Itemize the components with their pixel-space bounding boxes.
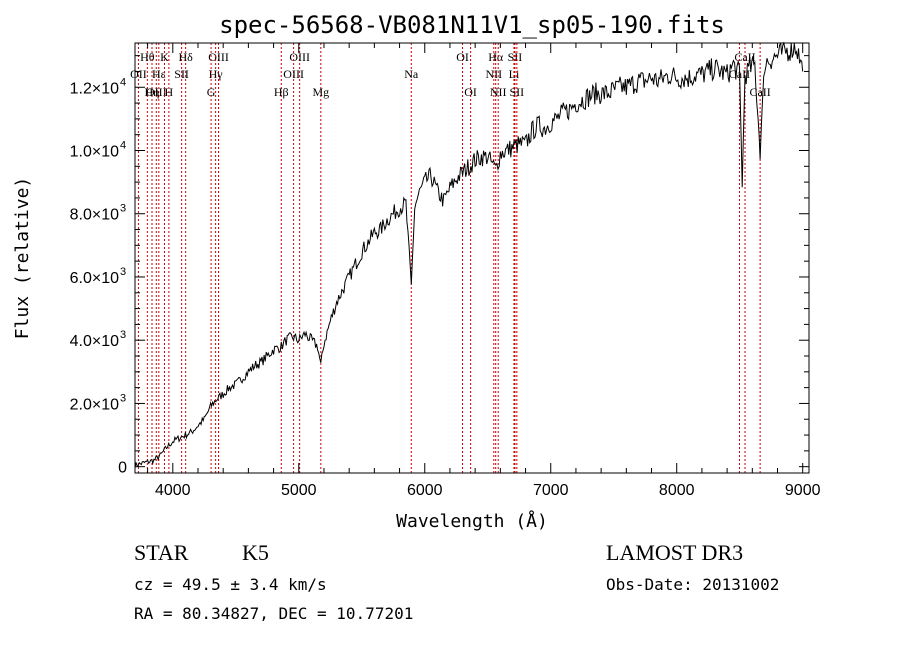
y-tick-exponent: 3 [120,203,126,215]
coordinates-text: RA = 80.34827, DEC = 10.77201 [134,604,413,623]
line-marker-label: Hα [488,50,504,64]
line-marker-label: Hγ [209,67,224,81]
spectrum-layer [134,41,804,469]
y-tick-label-group: 0 [118,460,127,477]
object-type: STAR [134,540,189,565]
line-marker-label: Hδ [178,50,193,64]
line-marker-label: Hε [152,67,166,81]
plot-frame [134,42,810,474]
y-tick-label-group: 4.0×10 3 [70,329,127,350]
y-tick-exponent: 3 [120,392,126,404]
line-marker-label: OIII [283,67,304,81]
line-marker-label: OI [456,50,469,64]
y-axis-label: Flux (relative) [12,177,33,340]
line-marker-label: OI [464,85,477,99]
spectrum-trace [134,41,804,469]
y-tick-label-group: 6.0×10 3 [70,266,127,287]
line-marker-label: Mg [312,85,329,99]
y-tick-label-group: 8.0×10 3 [70,203,127,224]
chart-title: spec-56568-VB081N11V1_sp05-190.fits [219,11,725,39]
x-axis-ticks: 4000 5000 6000 7000 8000 9000 [147,43,821,499]
x-tick-label: 7000 [533,482,569,499]
line-marker-label: OIII [289,50,310,64]
y-tick-label-group: 2.0×10 3 [70,392,127,413]
y-tick-label: 4.0×10 [70,333,119,350]
x-tick-label: 9000 [785,482,821,499]
line-marker-label: OII [130,67,147,81]
line-marker-label: Hθ [140,50,155,64]
y-tick-label: 8.0×10 [70,207,119,224]
redshift-text: cz = 49.5 ± 3.4 km/s [134,575,327,594]
y-tick-label-group: 1.0×10 4 [70,140,127,161]
y-tick-exponent: 3 [120,266,126,278]
line-marker-label: SII [508,50,523,64]
y-tick-exponent: 4 [120,76,126,88]
x-tick-label: 8000 [659,482,695,499]
line-marker-label: H [165,85,174,99]
line-marker-label: SII [510,85,525,99]
y-tick-label: 1.2×10 [70,80,119,97]
x-tick-label: 4000 [155,482,191,499]
x-tick-label: 6000 [407,482,443,499]
line-marker-label: Na [404,67,419,81]
obs-date-text: Obs-Date: 20131002 [606,575,779,594]
line-marker-label: Hη [145,85,160,99]
line-marker-label: Li [509,67,520,81]
line-marker-label: G [207,85,216,99]
y-tick-label: 0 [118,460,127,477]
y-tick-label: 6.0×10 [70,270,119,287]
y-tick-label: 1.0×10 [70,144,119,161]
line-marker-label: SII [174,67,189,81]
y-tick-exponent: 4 [120,140,126,152]
line-marker-label: OIII [146,85,167,99]
y-tick-label-group: 1.2×10 4 [70,76,127,97]
survey-name: LAMOST DR3 [606,540,743,565]
y-tick-label: 2.0×10 [70,396,119,413]
line-marker-label: Hβ [274,85,289,99]
x-axis-label: Wavelength (Å) [396,510,548,532]
line-marker-label: CaII [749,85,770,99]
line-marker-label: OIII [208,50,229,64]
y-axis-ticks: 02.0×10 34.0×10 36.0×10 38.0×10 31.0×10 41.2×… [70,55,809,477]
x-tick-label: 5000 [281,482,317,499]
line-marker-label: NII [485,67,502,81]
line-marker-label: K [160,50,169,64]
object-subclass: K5 [242,540,269,565]
y-tick-exponent: 3 [120,329,126,341]
line-marker-label: NII [490,85,507,99]
